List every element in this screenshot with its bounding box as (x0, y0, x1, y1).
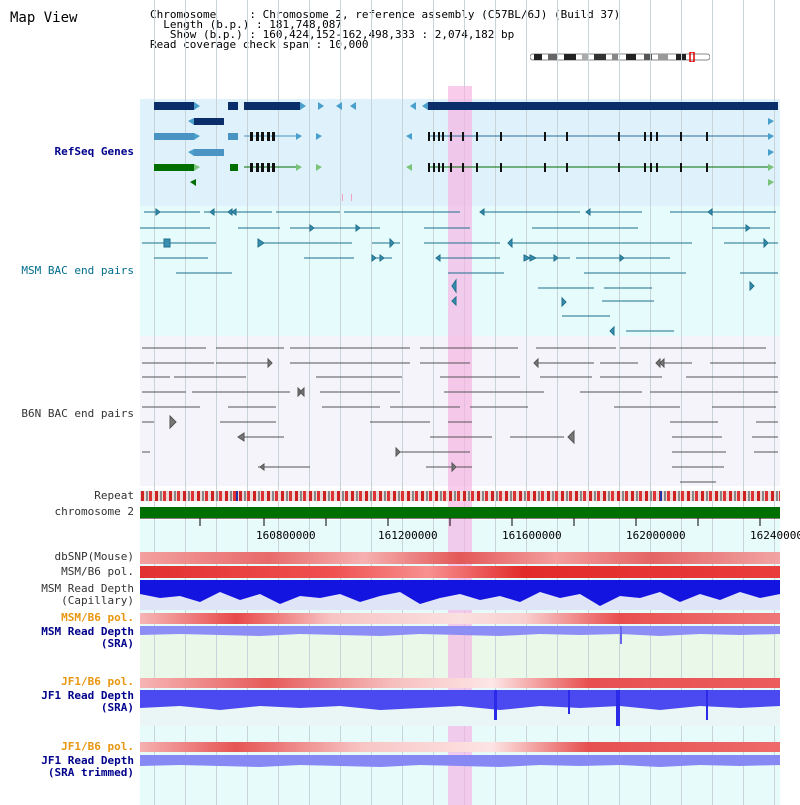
chromosome-bar[interactable] (140, 507, 780, 518)
track-label-chromosome[interactable]: chromosome 2 (54, 505, 134, 518)
label-line: (Capillary) (61, 594, 134, 607)
track-label-refseq[interactable]: RefSeq Genes (54, 145, 134, 158)
label-line: MSM Read Depth (41, 582, 134, 595)
info-length: Length (b.p.) : 181,748,087 (163, 18, 343, 31)
track-label-jf1-b6-pol-1[interactable]: JF1/B6 pol. (61, 675, 134, 688)
label-line: (SRA) (100, 637, 134, 650)
track-label-b6n-bac[interactable]: B6N BAC end pairs (21, 407, 134, 420)
label-line: JF1 Read Depth (41, 689, 134, 702)
msm-read-depth-capillary[interactable] (140, 580, 780, 610)
track-label-jf1-depth-sra[interactable]: JF1 Read Depth (SRA) (0, 690, 134, 714)
jf1-b6-polymorphism-2[interactable] (140, 742, 780, 752)
page-title: Map View (10, 10, 78, 26)
msm-bac-end-pairs[interactable] (140, 206, 780, 336)
axis-tick-label: 162000000 (626, 529, 686, 542)
info-chromosome: Chromosome : Chromosome 2, reference ass… (150, 8, 621, 21)
jf1-read-depth-sra-trimmed[interactable] (140, 755, 780, 777)
axis-tick-label: 16240000 (750, 529, 800, 542)
position-axis (140, 518, 780, 526)
track-label-msm-b6-pol-1[interactable]: MSM/B6 pol. (61, 565, 134, 578)
track-label-jf1-depth-trimmed[interactable]: JF1 Read Depth (SRA trimmed) (0, 755, 134, 779)
repeat-track[interactable] (140, 491, 780, 501)
label-line: (SRA) (100, 701, 134, 714)
track-label-msm-bac[interactable]: MSM BAC end pairs (21, 264, 134, 277)
label-line: (SRA trimmed) (47, 766, 134, 779)
axis-tick-label: 161200000 (378, 529, 438, 542)
track-label-msm-depth-sra[interactable]: MSM Read Depth (SRA) (0, 626, 134, 650)
jf1-read-depth-sra[interactable] (140, 690, 780, 726)
axis-tick-label: 161600000 (502, 529, 562, 542)
label-line: MSM Read Depth (41, 625, 134, 638)
info-coverage-span: Read coverage check span : 10,000 (150, 38, 369, 51)
msm-read-depth-sra[interactable] (140, 626, 780, 648)
dbsnp-heatmap[interactable] (140, 552, 780, 564)
axis-tick-label: 160800000 (256, 529, 316, 542)
track-label-repeat[interactable]: Repeat (94, 489, 134, 502)
track-label-msm-b6-pol-2[interactable]: MSM/B6 pol. (61, 611, 134, 624)
track-label-msm-depth-capillary[interactable]: MSM Read Depth (Capillary) (0, 583, 134, 607)
track-label-jf1-b6-pol-2[interactable]: JF1/B6 pol. (61, 740, 134, 753)
chromosome-ideogram[interactable] (530, 52, 710, 62)
b6n-bac-end-pairs[interactable] (140, 336, 780, 486)
label-line: JF1 Read Depth (41, 754, 134, 767)
refseq-gene-features[interactable] (140, 99, 780, 206)
msm-b6-polymorphism-1[interactable] (140, 566, 780, 578)
track-label-dbsnp[interactable]: dbSNP(Mouse) (54, 550, 134, 563)
jf1-b6-polymorphism-1[interactable] (140, 678, 780, 688)
msm-b6-polymorphism-2[interactable] (140, 613, 780, 624)
